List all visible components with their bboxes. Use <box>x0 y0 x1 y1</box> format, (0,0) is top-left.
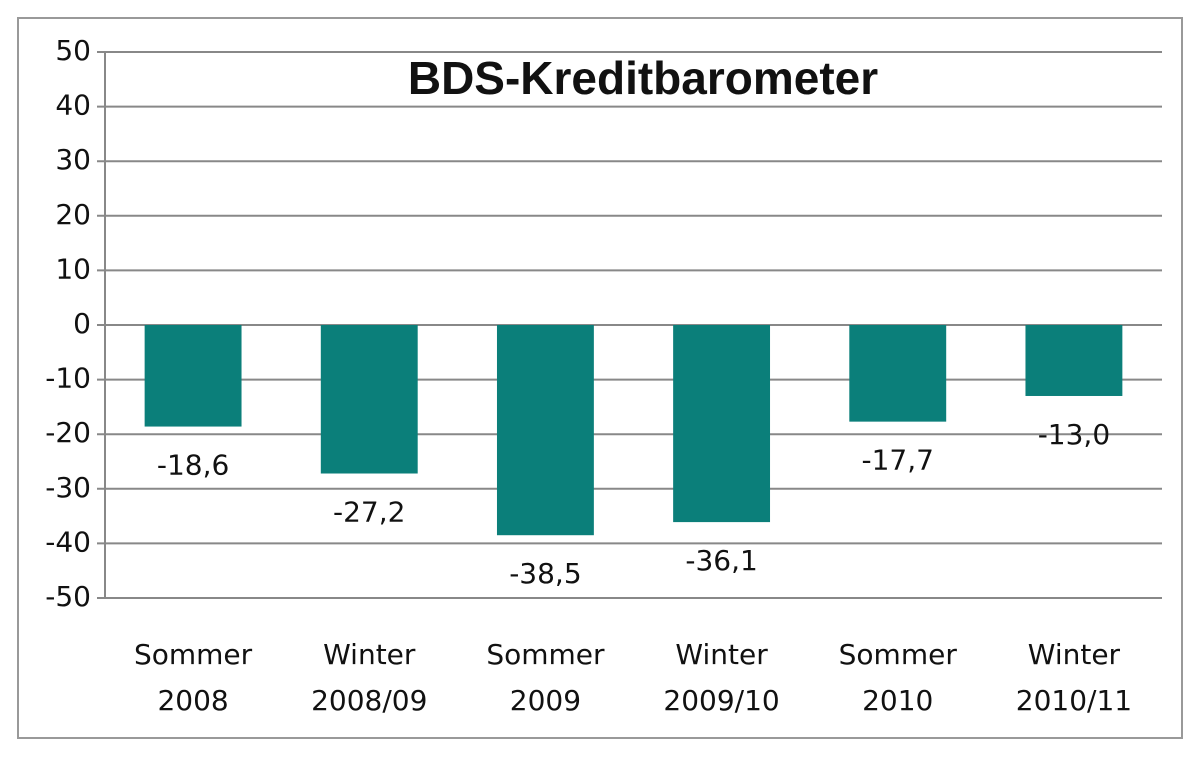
y-tick-label: -30 <box>45 471 91 504</box>
value-label: -18,6 <box>157 449 229 482</box>
y-tick-label: 20 <box>55 198 91 231</box>
x-tick-label: Winter 2009/10 <box>663 638 779 717</box>
bar <box>849 325 947 422</box>
x-tick-label: Winter 2010/11 <box>1016 638 1132 717</box>
x-tick-label: Sommer 2008 <box>134 638 253 717</box>
y-tick-label: 30 <box>55 143 91 176</box>
value-label: -36,1 <box>685 544 757 577</box>
bar <box>1025 325 1123 396</box>
chart-title: BDS-Kreditbarometer <box>408 52 878 104</box>
value-label: -38,5 <box>509 557 581 590</box>
value-label: -13,0 <box>1038 418 1110 451</box>
bar <box>144 325 242 427</box>
x-tick-label: Winter 2008/09 <box>311 638 427 717</box>
y-tick-label: -20 <box>45 416 91 449</box>
y-tick-label: 40 <box>55 89 91 122</box>
x-tick-label: Sommer 2009 <box>486 638 605 717</box>
bar <box>496 325 594 536</box>
bar <box>673 325 771 523</box>
value-label: -17,7 <box>862 444 934 477</box>
bar <box>320 325 418 474</box>
y-tick-label: 0 <box>73 307 91 340</box>
y-tick-label: -10 <box>45 362 91 395</box>
y-tick-label: -50 <box>45 580 91 613</box>
x-tick-label: Sommer 2010 <box>839 638 958 717</box>
y-tick-label: 10 <box>55 252 91 285</box>
value-label: -27,2 <box>333 496 405 529</box>
y-tick-label: -40 <box>45 525 91 558</box>
y-tick-label: 50 <box>55 34 91 67</box>
